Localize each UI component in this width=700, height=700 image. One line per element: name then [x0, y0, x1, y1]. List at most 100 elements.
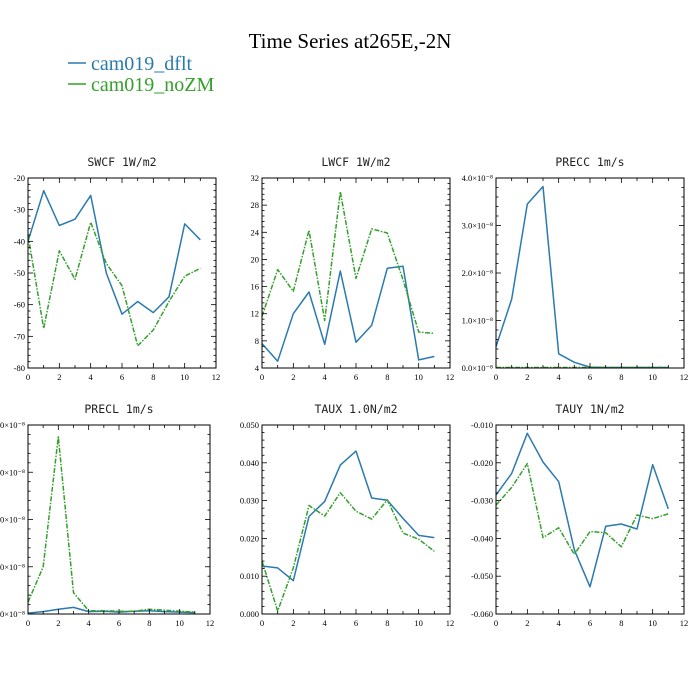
- x-tick-label: 4: [87, 618, 92, 628]
- x-tick-label: 8: [385, 372, 389, 382]
- series-line-dflt: [495, 185, 669, 369]
- x-tick-label: 4: [557, 618, 562, 628]
- series-line-dflt: [261, 450, 435, 582]
- legend: cam019_dflt cam019_noZM: [68, 53, 215, 96]
- series-line-nozm: [261, 491, 435, 612]
- y-tick-label: 0.050: [240, 420, 259, 430]
- y-tick-label: 1.0×10⁻⁸: [462, 316, 493, 326]
- x-tick-label: 8: [619, 618, 623, 628]
- y-tick-label: -70: [14, 331, 25, 341]
- series-line-dflt: [261, 265, 435, 362]
- x-tick-label: 10: [175, 618, 184, 628]
- x-tick-label: 2: [56, 618, 60, 628]
- plot-frame: [27, 177, 217, 369]
- x-tick-label: 6: [120, 372, 124, 382]
- x-tick-label: 10: [414, 618, 423, 628]
- y-tick-label: 12: [251, 309, 260, 319]
- y-tick-label: 3.0×10⁻⁸: [462, 221, 493, 231]
- y-tick-label: 16: [251, 282, 260, 292]
- x-tick-label: 4: [557, 372, 562, 382]
- x-tick-label: 6: [588, 372, 592, 382]
- x-tick-label: 0: [494, 618, 498, 628]
- x-tick-label: 12: [206, 618, 215, 628]
- x-tick-label: 12: [446, 372, 455, 382]
- figure-title: Time Series at265E,-2N: [249, 29, 452, 53]
- y-tick-label: -60: [14, 300, 25, 310]
- series-line-dflt: [495, 432, 670, 588]
- y-tick-label: -0.040: [471, 533, 493, 543]
- y-tick-label: 0.020: [240, 533, 259, 543]
- x-tick-label: 8: [619, 372, 623, 382]
- y-tick-label: -30: [14, 205, 25, 215]
- y-tick-label: 32: [251, 173, 260, 183]
- x-tick-label: 2: [57, 372, 61, 382]
- panel-title: PRECC 1m/s: [555, 155, 624, 169]
- panel-title: PRECL 1m/s: [84, 402, 153, 416]
- y-tick-label: -80: [14, 363, 25, 373]
- panel-title: SWCF 1W/m2: [87, 155, 156, 169]
- x-tick-label: 8: [385, 618, 389, 628]
- y-tick-label: -20: [14, 173, 25, 183]
- series-line-nozm: [27, 436, 195, 613]
- x-tick-label: 4: [89, 372, 94, 382]
- x-tick-label: 8: [151, 372, 155, 382]
- y-tick-label: -40: [14, 236, 25, 246]
- x-tick-label: 4: [323, 372, 328, 382]
- y-tick-label: 24: [251, 227, 260, 237]
- y-tick-label: -0.060: [471, 609, 493, 619]
- y-tick-label: 0×10⁻⁸: [0, 609, 25, 619]
- x-tick-label: 10: [414, 372, 423, 382]
- x-tick-label: 12: [680, 372, 689, 382]
- x-tick-label: 0: [494, 372, 498, 382]
- y-tick-label: 0×10⁻⁸: [0, 420, 25, 430]
- y-tick-label: 0.0×10⁻⁸: [462, 363, 493, 373]
- panels: SWCF 1W/m20 2 4 6 8 10 12-80-70-60-50-40-30-20…: [0, 155, 688, 628]
- series-line-nozm: [495, 462, 669, 556]
- x-tick-label: 6: [354, 372, 358, 382]
- y-tick-label: 8: [255, 336, 259, 346]
- x-tick-label: 8: [147, 618, 151, 628]
- x-tick-label: 10: [180, 372, 189, 382]
- y-tick-label: 20: [251, 254, 260, 264]
- x-tick-label: 0: [26, 372, 30, 382]
- x-tick-label: 10: [648, 372, 657, 382]
- y-tick-label: -0.010: [471, 420, 493, 430]
- y-tick-label: 0×10⁻⁸: [0, 562, 25, 572]
- y-tick-label: -0.020: [471, 458, 493, 468]
- y-tick-label: -0.050: [471, 571, 493, 581]
- series-line-nozm: [261, 190, 435, 335]
- y-tick-label: -0.030: [471, 496, 493, 506]
- panel-title: LWCF 1W/m2: [321, 155, 390, 169]
- x-tick-label: 6: [588, 618, 592, 628]
- x-tick-label: 6: [354, 618, 358, 628]
- panel-6: TAUY 1N/m2 0 2 4 6 8 10 12 -0.060 -0.050 -0.040 -0.…: [471, 402, 688, 628]
- x-tick-label: 10: [648, 618, 657, 628]
- legend-label-dflt: cam019_dflt: [91, 53, 193, 75]
- panel-3: PRECC 1m/s 0 2 4 6 8 10 12 0.0×10⁻⁸ 1.0×10⁻⁸ 2.0×1…: [462, 155, 689, 382]
- x-tick-label: 2: [291, 618, 295, 628]
- y-tick-label: 4.0×10⁻⁸: [462, 173, 493, 183]
- x-tick-label: 12: [212, 372, 221, 382]
- series-line-dflt: [27, 189, 201, 315]
- panel-4: PRECL 1m/s 0 2 4 6 8 10 12 0×10⁻⁸ 0×10⁻⁸ 0×10⁻⁸ 0×1…: [0, 402, 214, 628]
- x-tick-label: 12: [446, 618, 455, 628]
- y-tick-label: 2.0×10⁻⁸: [462, 268, 493, 278]
- x-tick-label: 6: [117, 618, 121, 628]
- x-tick-label: 2: [291, 372, 295, 382]
- series-line-nozm: [27, 221, 201, 347]
- y-tick-label: 0×10⁻⁸: [0, 467, 25, 477]
- y-tick-label: 0.000: [240, 609, 259, 619]
- plot-frame: [27, 424, 211, 615]
- x-tick-label: 4: [323, 618, 328, 628]
- panel-5: TAUX 1.0N/m2 0 2 4 6 8 10 12 0.000 0.010 0.020 0.03…: [240, 402, 454, 628]
- x-tick-label: 2: [525, 618, 529, 628]
- x-tick-label: 0: [260, 618, 264, 628]
- x-tick-label: 0: [260, 372, 264, 382]
- panel-1: SWCF 1W/m2 0 2 4 6 8 10 12 -80 -70 -60 -50 -40 -30 -20: [14, 155, 221, 382]
- y-tick-label: 28: [251, 200, 260, 210]
- panel-title: TAUX 1.0N/m2: [314, 402, 397, 416]
- y-tick-label: 4: [255, 363, 260, 373]
- x-tick-label: 12: [680, 618, 689, 628]
- y-tick-label: 0.030: [240, 496, 259, 506]
